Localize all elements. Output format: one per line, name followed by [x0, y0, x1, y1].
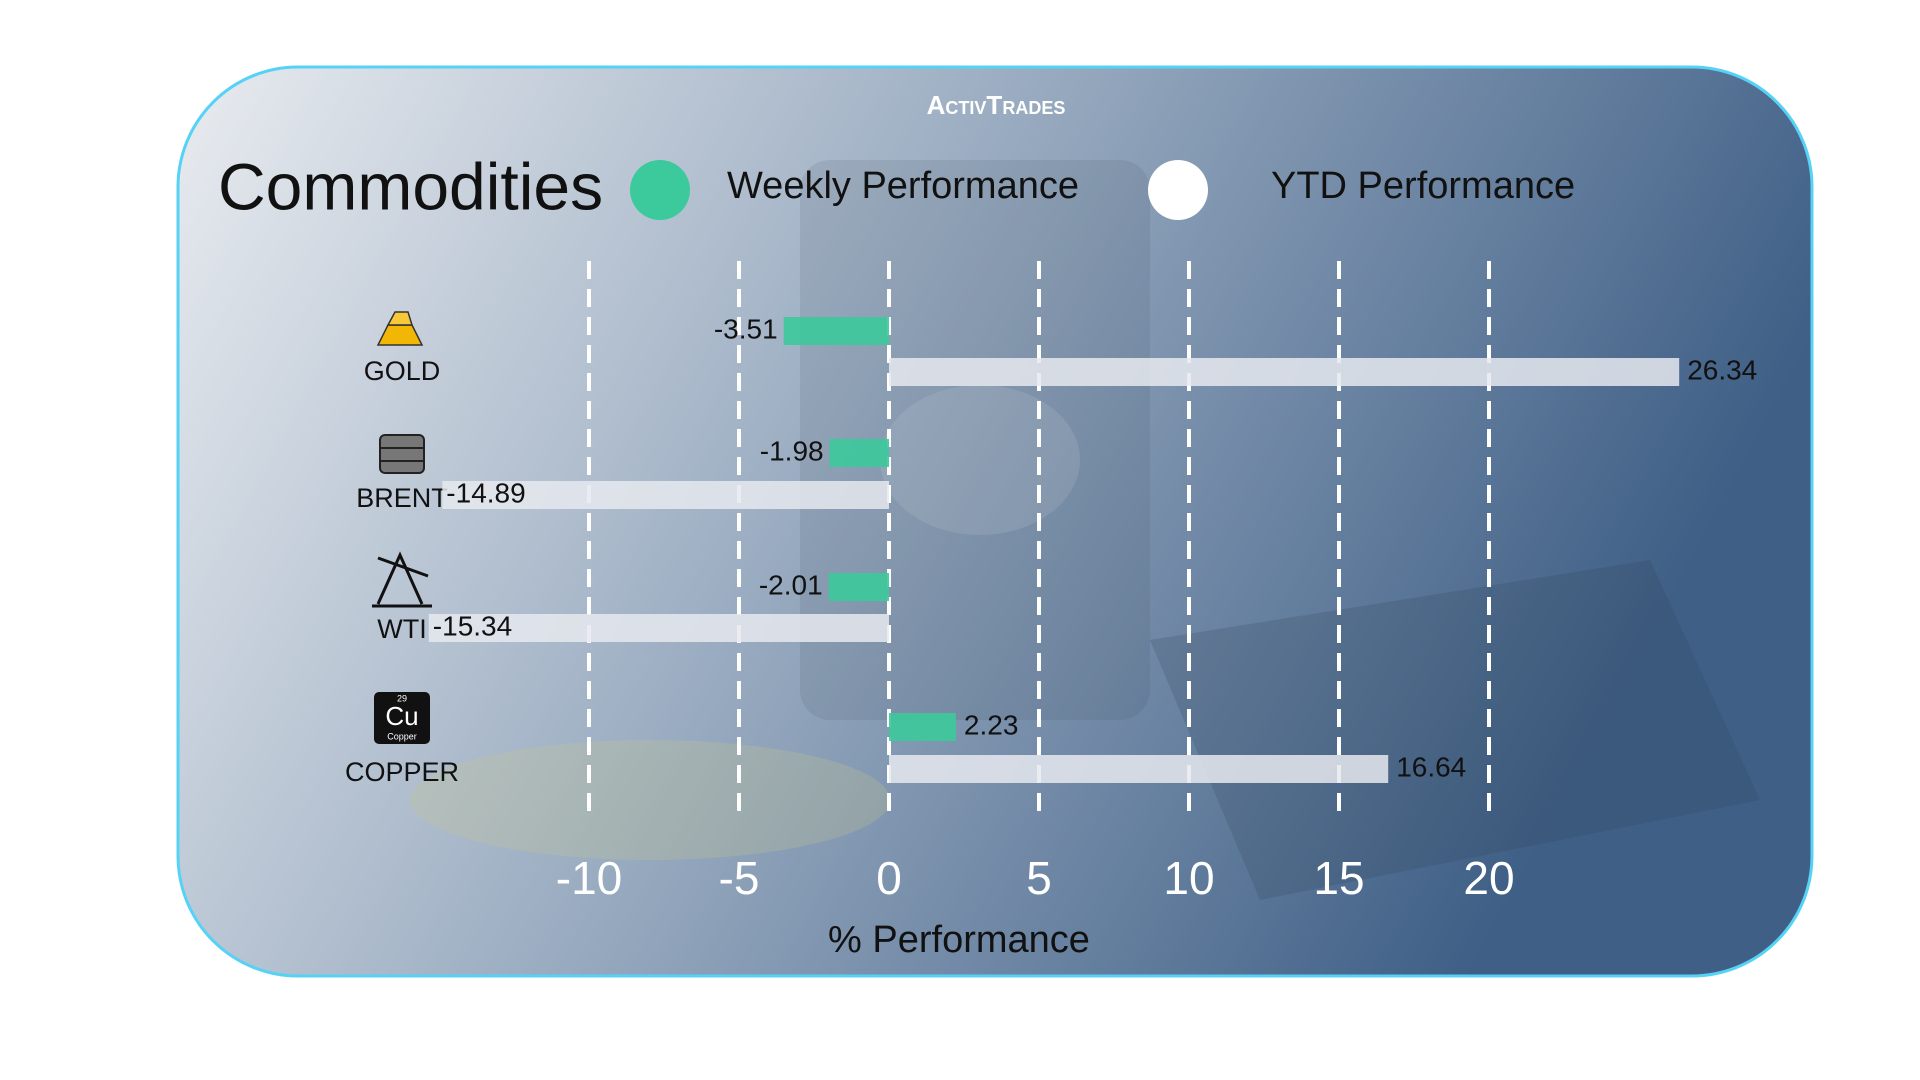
card: [176, 65, 1814, 978]
copper-icon: 29 Cu Copper: [374, 692, 430, 744]
oil-barrel-decor: [880, 385, 1080, 535]
legend-label: Weekly Performance: [727, 165, 1079, 207]
bar-decor: [1150, 560, 1760, 900]
weekly-bar: [828, 573, 889, 601]
icon-name: Copper: [387, 731, 417, 741]
ytd-bar: [889, 755, 1389, 783]
x-tick-label: 15: [1313, 852, 1364, 904]
ytd-bar: [442, 481, 889, 509]
value-label: -15.34: [433, 610, 512, 641]
legend-swatch: [1148, 160, 1208, 220]
value-label: 26.34: [1687, 354, 1757, 385]
value-label: -3.51: [714, 313, 778, 344]
icon-symbol: Cu: [385, 701, 418, 731]
corn-decor: [410, 740, 890, 860]
x-tick-label: -10: [556, 852, 622, 904]
ytd-bar: [428, 614, 889, 642]
category-label: WTI: [377, 614, 426, 644]
x-axis-label: % Performance: [828, 919, 1090, 961]
value-label: -1.98: [760, 435, 824, 466]
value-label: 2.23: [964, 709, 1019, 740]
legend-swatch: [630, 160, 690, 220]
logo: ActivTrades: [927, 90, 1066, 120]
category-label: COPPER: [345, 757, 459, 787]
legend-label: YTD Performance: [1271, 165, 1575, 207]
ytd-bar: [889, 358, 1680, 386]
x-tick-label: 5: [1026, 852, 1052, 904]
category-label: BRENT: [356, 483, 448, 513]
x-tick-label: 10: [1163, 852, 1214, 904]
icon-number: 29: [397, 693, 407, 703]
wti-icon: [372, 551, 432, 608]
category-label: GOLD: [364, 356, 441, 386]
x-tick-label: 20: [1463, 852, 1514, 904]
value-label: -14.89: [446, 477, 525, 508]
weekly-bar: [783, 317, 889, 345]
weekly-bar: [889, 713, 956, 741]
gold-icon: [376, 311, 424, 346]
x-tick-label: 0: [876, 852, 902, 904]
chart-title: Commodities: [218, 149, 603, 223]
value-label: -2.01: [759, 569, 823, 600]
brent-icon: [379, 434, 425, 474]
value-label: 16.64: [1396, 751, 1466, 782]
x-tick-label: -5: [719, 852, 760, 904]
weekly-bar: [829, 439, 889, 467]
